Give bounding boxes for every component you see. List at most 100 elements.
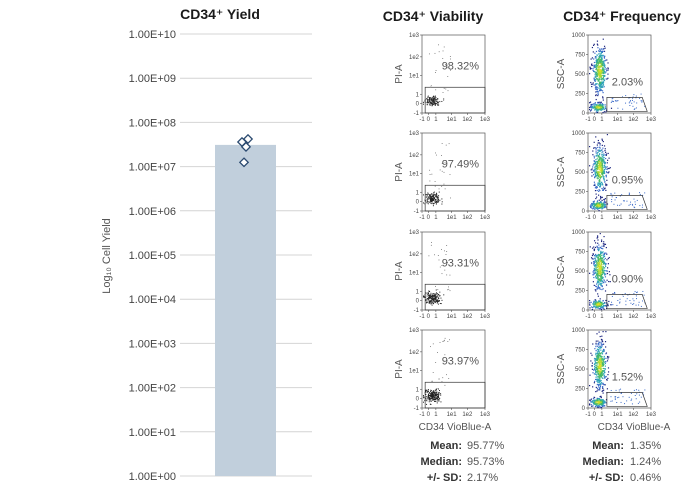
viability-event xyxy=(431,300,433,302)
viability-event xyxy=(439,300,441,302)
viability-event xyxy=(435,200,437,202)
frequency-event xyxy=(603,253,606,255)
frequency-event xyxy=(617,300,619,302)
viability-event xyxy=(437,201,439,203)
frequency-event xyxy=(596,384,598,386)
frequency-event xyxy=(594,366,597,368)
viability-event xyxy=(438,299,440,301)
frequency-event xyxy=(599,361,601,363)
frequency-event xyxy=(594,176,597,178)
frequency-event xyxy=(593,284,595,287)
frequency-x-tick-label: -1 xyxy=(585,215,591,221)
viability-events xyxy=(423,337,450,405)
viability-event xyxy=(427,293,429,295)
yield-y-tick-label: 1.00E+07 xyxy=(129,162,176,174)
frequency-event xyxy=(595,256,598,258)
viability-event xyxy=(432,192,434,194)
viability-event xyxy=(426,201,428,203)
frequency-event xyxy=(599,265,601,267)
viability-event xyxy=(433,191,435,193)
frequency-event xyxy=(638,394,640,396)
frequency-event xyxy=(597,208,599,210)
frequency-event xyxy=(599,376,601,379)
frequency-event xyxy=(597,205,599,207)
frequency-event xyxy=(600,278,603,280)
frequency-event xyxy=(603,255,606,258)
frequency-event xyxy=(606,179,608,181)
frequency-event xyxy=(637,402,639,404)
frequency-event xyxy=(600,176,603,178)
frequency-event xyxy=(599,383,601,386)
viability-event xyxy=(437,294,439,296)
frequency-event xyxy=(602,63,604,65)
frequency-event xyxy=(604,262,606,264)
viability-event xyxy=(436,301,438,303)
frequency-event xyxy=(599,263,601,265)
yield-y-tick-label: 1.00E+04 xyxy=(129,294,176,306)
frequency-event xyxy=(600,59,602,61)
frequency-event xyxy=(591,368,593,370)
viability-event xyxy=(446,274,448,276)
frequency-event xyxy=(597,407,599,409)
frequency-event xyxy=(597,91,599,93)
frequency-event xyxy=(593,265,596,267)
viability-event xyxy=(449,274,451,276)
viability-event xyxy=(427,192,429,194)
viability-event xyxy=(432,396,434,398)
viability-event xyxy=(423,194,424,196)
frequency-event xyxy=(597,263,599,265)
viability-x-tick-label: 1 xyxy=(434,117,438,123)
frequency-event xyxy=(607,69,609,71)
viability-event xyxy=(434,194,436,196)
frequency-event xyxy=(591,106,593,109)
frequency-event xyxy=(639,205,641,207)
frequency-event xyxy=(596,87,598,89)
frequency-event xyxy=(593,207,595,210)
frequency-event xyxy=(597,270,599,273)
frequency-event xyxy=(603,241,605,243)
frequency-median-label: Median: xyxy=(582,456,624,468)
frequency-event xyxy=(597,385,600,387)
frequency-event xyxy=(599,171,601,173)
frequency-event xyxy=(599,203,602,206)
frequency-x-tick-label: 0 xyxy=(593,412,597,418)
frequency-event xyxy=(593,203,595,205)
viability-event xyxy=(424,396,426,398)
frequency-event xyxy=(599,271,601,273)
viability-event xyxy=(448,288,450,290)
frequency-event xyxy=(593,300,595,302)
frequency-event xyxy=(598,163,601,165)
frequency-event xyxy=(589,105,592,107)
viability-event xyxy=(433,298,435,300)
frequency-event xyxy=(620,203,622,205)
viability-event xyxy=(435,96,436,98)
frequency-event xyxy=(591,247,594,249)
frequency-event xyxy=(593,105,595,107)
frequency-event xyxy=(598,169,600,171)
frequency-event xyxy=(598,351,600,353)
viability-event xyxy=(432,399,434,401)
frequency-event xyxy=(630,399,632,401)
frequency-event xyxy=(594,303,596,305)
frequency-event xyxy=(605,59,607,61)
frequency-y-axis-label: SSC-A xyxy=(556,156,567,187)
viability-event xyxy=(434,301,436,303)
viability-event xyxy=(438,200,440,202)
frequency-event xyxy=(636,102,638,104)
frequency-event xyxy=(599,258,602,260)
viability-event xyxy=(437,197,439,199)
frequency-event xyxy=(599,61,601,63)
viability-event xyxy=(431,241,432,243)
frequency-event xyxy=(606,78,608,80)
frequency-event xyxy=(598,372,601,375)
frequency-event xyxy=(594,299,596,301)
frequency-event xyxy=(598,279,600,281)
viability-event xyxy=(435,99,437,101)
frequency-event xyxy=(598,361,600,363)
viability-event xyxy=(432,394,434,396)
frequency-event xyxy=(620,392,622,394)
frequency-event xyxy=(610,101,612,103)
frequency-event xyxy=(626,200,628,202)
frequency-event xyxy=(598,264,600,266)
